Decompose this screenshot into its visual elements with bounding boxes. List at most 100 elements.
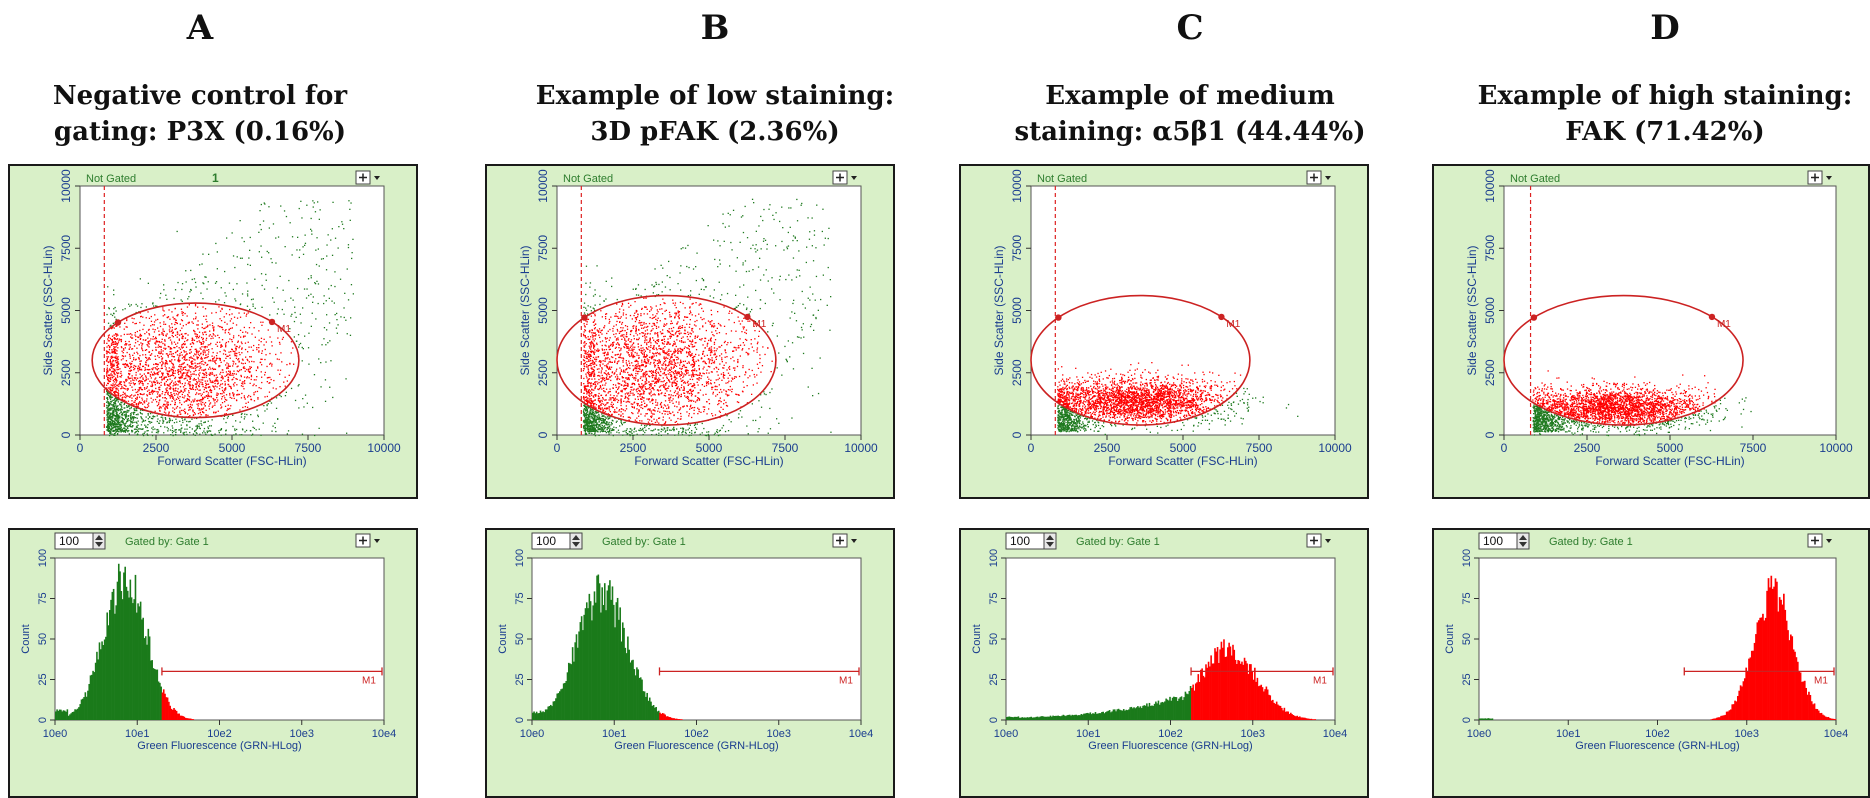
event-point [158,352,160,354]
event-point [340,316,342,318]
event-point [126,409,128,411]
event-point [160,345,162,348]
event-point [258,350,260,352]
event-point [130,418,132,421]
event-point [139,354,141,357]
event-point [187,398,190,401]
event-point [645,413,647,415]
event-point [133,395,135,397]
histogram-bar [78,707,80,720]
event-point [737,345,740,347]
event-point [173,356,175,358]
event-point [117,425,119,427]
event-point [238,312,240,314]
event-point [268,391,271,393]
event-point [132,418,135,420]
event-point [646,339,648,341]
event-point [310,217,312,220]
event-point [349,334,352,336]
event-point [746,339,748,341]
event-point [598,361,600,363]
event-point [625,408,628,410]
y-tick-label: 7500 [536,235,550,262]
event-point [108,414,111,416]
event-point [137,391,139,393]
event-point [644,425,646,427]
event-point [154,398,157,401]
event-point [110,397,112,399]
event-point [128,419,130,422]
event-point [586,372,589,374]
event-point [279,275,281,277]
event-point [109,325,111,327]
event-point [734,308,736,310]
event-point [675,314,677,316]
event-point [226,417,229,419]
event-point [211,419,213,421]
event-point [153,371,155,373]
event-point [187,383,189,385]
event-point [624,380,626,382]
event-point [646,358,648,360]
event-point [298,344,300,346]
event-point [594,327,596,329]
event-point [687,370,689,372]
event-point [109,421,111,423]
x-tick-label: 10000 [367,441,401,455]
event-point [175,319,177,321]
event-point [205,433,207,435]
event-point [157,381,159,384]
event-point [284,385,286,387]
event-point [660,380,662,383]
event-point [137,420,139,422]
event-point [195,316,197,318]
event-point [304,394,307,396]
event-point [642,335,644,337]
event-point [691,390,693,392]
event-point [724,350,726,352]
event-point [193,339,196,341]
event-point [611,361,613,363]
event-point [635,288,637,290]
event-point [125,388,127,390]
event-point [307,347,310,349]
event-point [147,372,149,374]
event-point [310,228,312,230]
event-point [151,385,153,388]
event-point [663,352,665,354]
histogram-bar [141,619,143,720]
event-point [220,404,222,406]
event-point [662,298,664,300]
event-point [186,428,188,430]
event-point [111,415,113,417]
event-point [234,429,236,432]
event-point [192,410,194,413]
event-point [120,346,123,348]
event-point [290,315,292,317]
event-point [226,399,228,401]
event-point [704,322,707,324]
event-point [591,332,593,334]
event-point [132,354,134,356]
event-point [230,374,232,376]
event-point [229,365,231,367]
event-point [227,383,229,386]
event-point [586,399,588,401]
event-point [337,247,339,249]
event-point [676,393,678,395]
event-point [114,337,116,340]
event-point [203,388,205,391]
event-point [668,364,670,366]
event-point [126,405,128,407]
event-point [117,395,120,397]
event-point [164,384,166,386]
event-point [338,226,340,228]
event-point [142,428,144,430]
event-point [245,331,247,333]
event-point [198,362,200,365]
event-point [178,392,180,394]
event-point [212,397,214,400]
histogram-bar [147,628,150,720]
histogram-bar [67,715,70,720]
event-point [239,369,241,371]
